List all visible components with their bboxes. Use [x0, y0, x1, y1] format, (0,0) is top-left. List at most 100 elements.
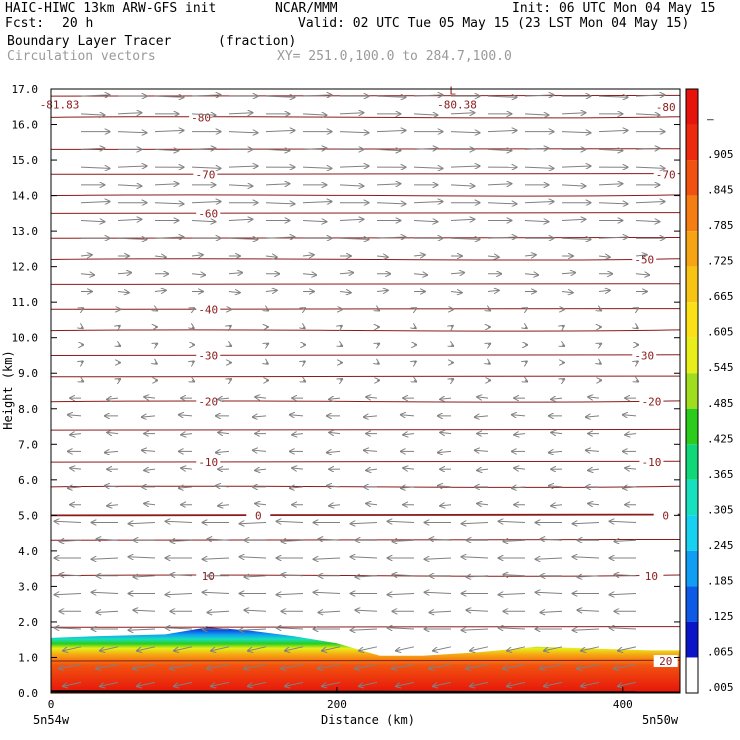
wind-vector	[376, 203, 406, 204]
xy-cross-section: XY= 251.0,100.0 to 284.7,100.0	[277, 49, 512, 64]
contour-label-bg	[639, 395, 664, 408]
wind-vector	[154, 203, 184, 204]
wind-vector	[544, 681, 563, 686]
wind-vector	[211, 646, 230, 651]
contour-label-m80: -80	[656, 101, 676, 114]
wind-vector	[302, 95, 332, 96]
wind-vector	[228, 166, 258, 167]
wind-vector	[322, 681, 341, 686]
wind-vector	[573, 557, 600, 558]
wind-vector	[377, 363, 379, 364]
y-tick-label: 11.0	[12, 296, 39, 309]
wind-vector	[623, 487, 637, 488]
wind-vector	[339, 166, 369, 167]
wind-vector	[290, 415, 304, 416]
wind-vector	[303, 361, 305, 362]
wind-vector	[277, 594, 304, 595]
wind-vector	[218, 505, 230, 506]
wind-vector	[100, 681, 119, 686]
wind-vector	[277, 521, 304, 522]
wind-vector	[499, 521, 526, 522]
wind-vector	[70, 434, 82, 435]
wind-vector	[255, 504, 267, 505]
contour-line	[50, 148, 681, 151]
wind-vector	[450, 219, 474, 220]
colorbar-label: .005	[707, 681, 734, 694]
colorbar-swatch	[686, 231, 698, 267]
wind-vector	[265, 130, 295, 131]
wind-vector	[581, 681, 600, 686]
wind-vector	[117, 273, 131, 274]
wind-vector	[414, 380, 416, 381]
vectors-label: Circulation vectors	[7, 49, 156, 64]
wind-vector	[413, 274, 427, 275]
org-label: NCAR/MMM	[275, 1, 338, 16]
field-units: (fraction)	[218, 34, 297, 49]
wind-vector	[577, 664, 600, 669]
x-axis: 0 200 400	[48, 687, 633, 711]
wind-vector	[137, 646, 156, 651]
wind-vector	[364, 450, 378, 451]
wind-vector	[80, 220, 104, 221]
wind-vector	[450, 238, 480, 239]
wind-vector	[561, 166, 591, 167]
y-axis: 0.0 1.0 2.0 3.0 4.0 5.0 6.0 7.0 8.0 9.0 10.0 11.0 12…	[12, 83, 680, 700]
wind-vector	[81, 361, 83, 362]
wind-vector	[133, 576, 156, 577]
wind-vector	[179, 415, 193, 416]
wind-vector	[170, 664, 193, 669]
wind-vector	[562, 379, 564, 380]
wind-vector	[340, 326, 342, 327]
wind-vector	[191, 255, 203, 256]
contour-label-bg	[196, 303, 221, 316]
wind-vector	[524, 114, 548, 115]
wind-vector	[610, 594, 637, 595]
colorbar-label: .125	[707, 610, 734, 623]
wind-vector	[181, 468, 193, 469]
valid-time: Valid: 02 UTC Tue 05 May 15 (23 LST Mon …	[298, 16, 690, 31]
wind-vector	[433, 681, 452, 686]
colorbar-swatch	[686, 515, 698, 551]
colorbar-swatch	[686, 373, 698, 409]
wind-vector	[401, 415, 415, 416]
wind-vector	[551, 432, 563, 433]
wind-vector	[425, 558, 452, 559]
wind-vector	[265, 149, 289, 150]
wind-vector	[55, 628, 82, 629]
wind-vector	[303, 308, 305, 309]
wind-vector	[540, 664, 563, 669]
wind-vector	[388, 628, 415, 629]
wind-vector	[396, 646, 415, 651]
y-tick-label: 1.0	[18, 651, 38, 664]
wind-vector	[562, 326, 564, 327]
wind-vector	[281, 540, 304, 541]
wind-vector	[477, 397, 489, 398]
wind-vector	[598, 237, 628, 238]
wind-vector	[610, 628, 637, 629]
wind-vector	[413, 95, 443, 96]
wind-vector	[265, 237, 295, 238]
wind-vector	[487, 184, 511, 185]
wind-vector	[544, 646, 563, 651]
wind-vector	[144, 397, 156, 398]
wind-vector	[635, 202, 665, 203]
wind-vector	[80, 274, 94, 275]
wind-vector	[462, 522, 489, 523]
contour-line	[50, 354, 681, 357]
contour-label-bg	[632, 349, 657, 362]
contour-line	[50, 173, 681, 175]
wind-vector	[573, 629, 600, 630]
wind-vector	[80, 202, 110, 203]
wind-vector	[355, 610, 378, 611]
y-tick-label: 5.0	[18, 509, 38, 522]
wind-vector	[302, 148, 326, 149]
wind-vector	[376, 184, 400, 185]
wind-vector	[376, 149, 400, 150]
wind-vector	[216, 451, 230, 452]
wind-vector	[598, 149, 622, 150]
contour-line	[50, 283, 681, 286]
wind-vector	[96, 664, 119, 669]
y-tick-label: 15.0	[12, 154, 39, 167]
wind-vector	[487, 203, 517, 204]
colorbar-swatch	[686, 444, 698, 480]
